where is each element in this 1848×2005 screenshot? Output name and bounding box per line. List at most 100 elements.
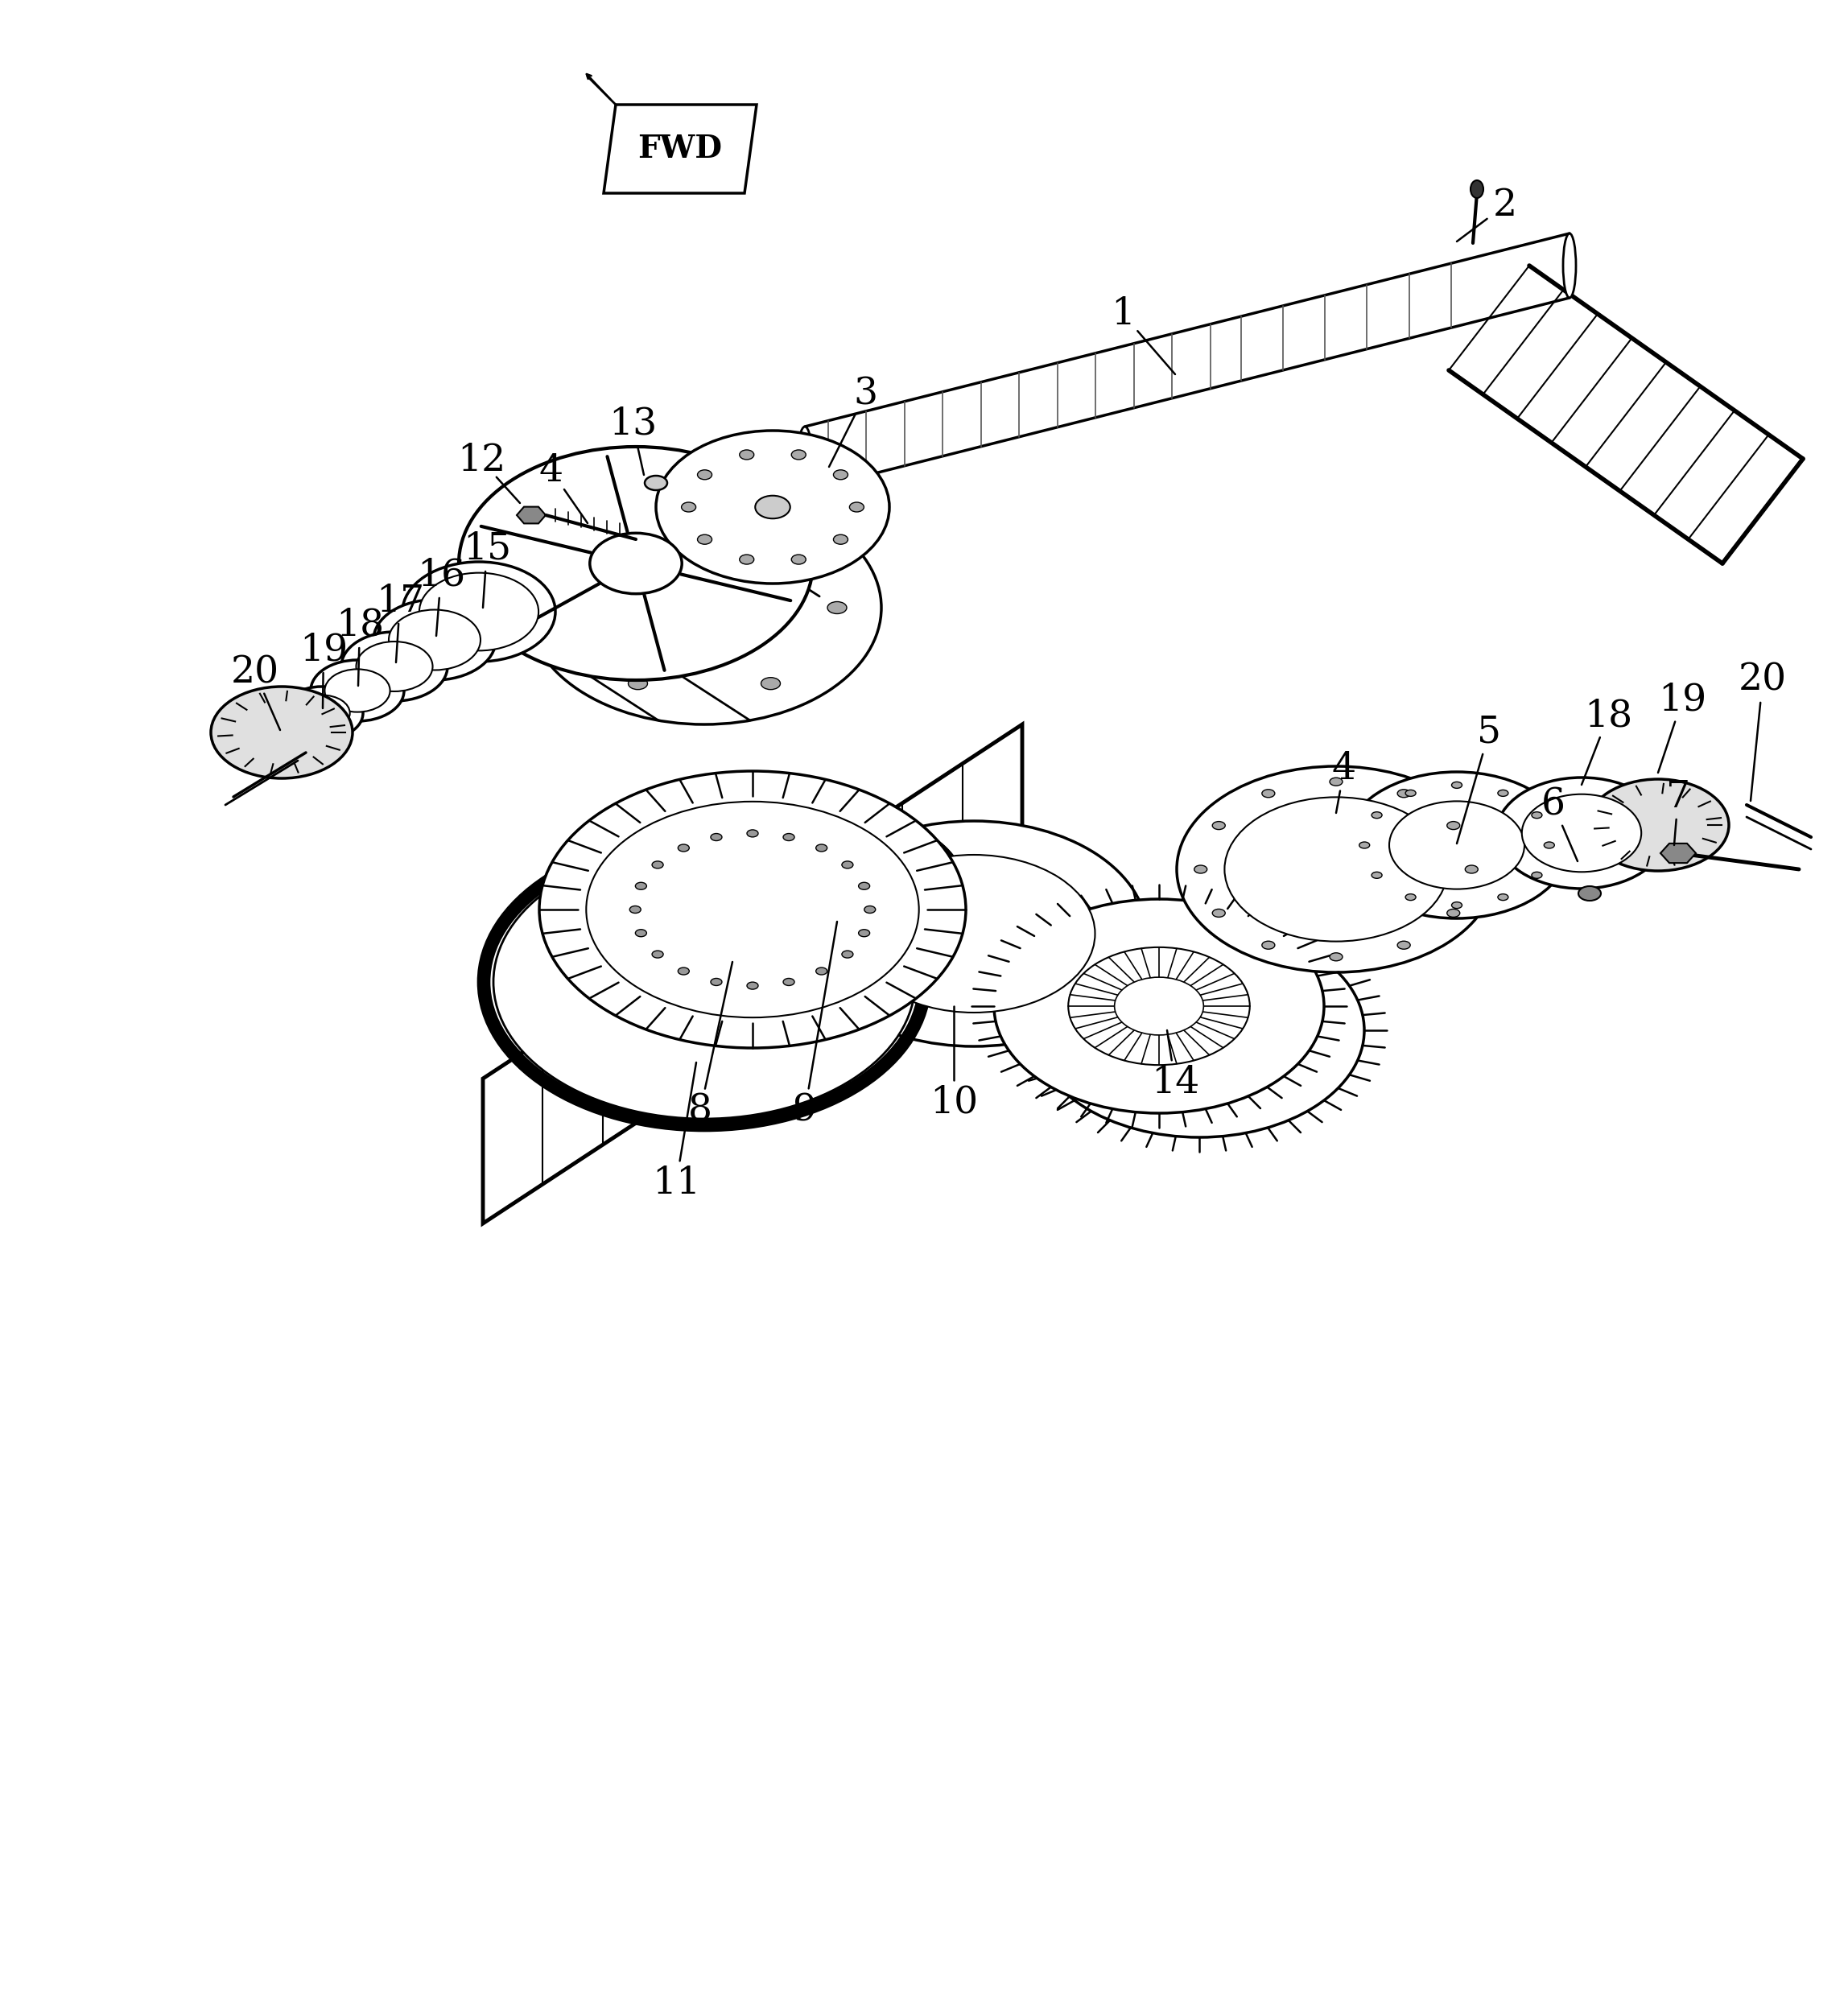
Ellipse shape <box>852 854 1096 1013</box>
Ellipse shape <box>1331 952 1342 960</box>
Ellipse shape <box>1358 842 1369 848</box>
Ellipse shape <box>1114 976 1203 1035</box>
Ellipse shape <box>527 491 881 724</box>
Polygon shape <box>1661 844 1696 862</box>
Ellipse shape <box>458 447 813 680</box>
Ellipse shape <box>1578 886 1600 900</box>
Text: 12: 12 <box>456 443 506 479</box>
Ellipse shape <box>1068 946 1249 1065</box>
Ellipse shape <box>1451 782 1462 788</box>
Text: FWD: FWD <box>638 134 723 164</box>
Ellipse shape <box>747 830 758 836</box>
Ellipse shape <box>1177 766 1495 972</box>
Text: 20: 20 <box>231 656 279 692</box>
Ellipse shape <box>711 978 723 986</box>
Ellipse shape <box>1194 866 1207 874</box>
Ellipse shape <box>645 475 667 489</box>
Text: 16: 16 <box>418 557 466 593</box>
Ellipse shape <box>815 968 828 974</box>
Ellipse shape <box>636 882 647 890</box>
Text: 9: 9 <box>793 1093 817 1129</box>
Ellipse shape <box>1404 894 1416 900</box>
Ellipse shape <box>791 555 806 563</box>
Ellipse shape <box>1035 922 1364 1137</box>
Ellipse shape <box>403 561 556 662</box>
Ellipse shape <box>562 601 580 614</box>
Ellipse shape <box>1225 798 1447 942</box>
Ellipse shape <box>1497 790 1508 796</box>
Ellipse shape <box>739 555 754 563</box>
Ellipse shape <box>697 535 711 543</box>
Ellipse shape <box>828 601 846 614</box>
Ellipse shape <box>859 882 870 890</box>
Ellipse shape <box>747 982 758 988</box>
Ellipse shape <box>630 906 641 912</box>
Ellipse shape <box>784 834 795 840</box>
Ellipse shape <box>678 968 689 974</box>
Ellipse shape <box>833 535 848 543</box>
Ellipse shape <box>815 844 828 852</box>
Text: 5: 5 <box>1477 714 1501 750</box>
Text: 19: 19 <box>299 632 347 668</box>
Ellipse shape <box>388 610 480 670</box>
Ellipse shape <box>211 686 353 778</box>
Ellipse shape <box>697 469 711 479</box>
Ellipse shape <box>756 495 791 519</box>
Ellipse shape <box>865 906 876 912</box>
Ellipse shape <box>682 503 697 511</box>
Ellipse shape <box>1371 812 1382 818</box>
Ellipse shape <box>1563 233 1576 299</box>
Ellipse shape <box>586 802 918 1017</box>
Text: 11: 11 <box>652 1165 700 1201</box>
Ellipse shape <box>1397 790 1410 798</box>
Ellipse shape <box>419 573 538 652</box>
Ellipse shape <box>800 820 1148 1047</box>
Text: 4: 4 <box>540 453 564 489</box>
Ellipse shape <box>656 431 889 583</box>
Ellipse shape <box>373 599 495 680</box>
Ellipse shape <box>843 950 854 958</box>
Ellipse shape <box>761 678 780 690</box>
Ellipse shape <box>994 898 1323 1113</box>
Ellipse shape <box>636 930 647 936</box>
Ellipse shape <box>281 686 362 740</box>
Ellipse shape <box>1212 822 1225 830</box>
Text: 19: 19 <box>1658 682 1706 718</box>
Text: 17: 17 <box>375 583 425 620</box>
Ellipse shape <box>1465 866 1478 874</box>
Ellipse shape <box>325 670 390 712</box>
Text: 3: 3 <box>854 377 878 413</box>
Ellipse shape <box>833 469 848 479</box>
Ellipse shape <box>1397 940 1410 948</box>
Ellipse shape <box>1497 894 1508 900</box>
Ellipse shape <box>1404 790 1416 796</box>
Text: 6: 6 <box>1541 786 1565 824</box>
Ellipse shape <box>1451 902 1462 908</box>
Ellipse shape <box>1447 908 1460 916</box>
Text: 8: 8 <box>687 1093 711 1129</box>
Ellipse shape <box>1212 908 1225 916</box>
Ellipse shape <box>1331 778 1342 786</box>
Ellipse shape <box>656 575 752 640</box>
Ellipse shape <box>798 427 811 491</box>
Text: 7: 7 <box>1667 778 1691 816</box>
Ellipse shape <box>1471 180 1484 198</box>
Ellipse shape <box>1371 872 1382 878</box>
Ellipse shape <box>1532 812 1541 818</box>
Ellipse shape <box>357 642 432 692</box>
Ellipse shape <box>540 772 967 1049</box>
Ellipse shape <box>628 678 647 690</box>
Ellipse shape <box>711 834 723 840</box>
Ellipse shape <box>678 844 689 852</box>
Text: 13: 13 <box>608 405 656 443</box>
Ellipse shape <box>1262 790 1275 798</box>
Ellipse shape <box>294 696 349 732</box>
Ellipse shape <box>1587 780 1730 870</box>
Polygon shape <box>517 507 545 523</box>
Text: 18: 18 <box>1584 698 1632 734</box>
Ellipse shape <box>1523 794 1641 872</box>
Ellipse shape <box>342 632 447 702</box>
Text: 2: 2 <box>1493 186 1517 223</box>
Polygon shape <box>756 818 957 952</box>
Ellipse shape <box>628 525 647 537</box>
